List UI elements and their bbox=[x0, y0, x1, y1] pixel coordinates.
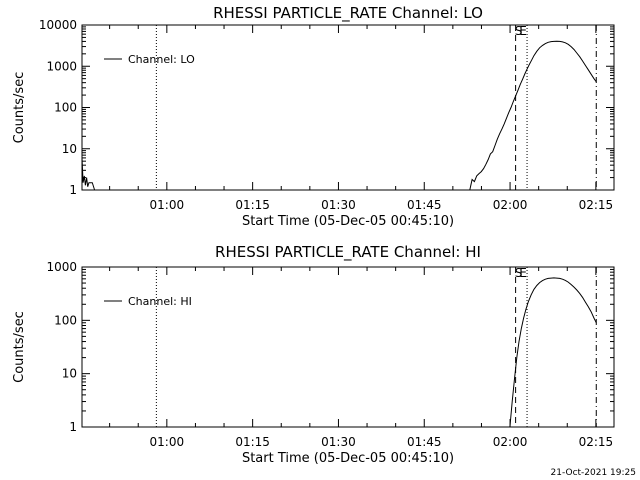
lo-series-line bbox=[469, 40, 597, 191]
hi-y-tick-label: 1000 bbox=[46, 260, 77, 274]
hi-panel bbox=[81, 266, 615, 428]
hi-x-tick-label: 01:45 bbox=[407, 435, 442, 449]
hi-x-tick-label: 01:30 bbox=[321, 435, 356, 449]
lo-marker-label-s: S bbox=[515, 24, 523, 38]
lo-legend-label: Channel: LO bbox=[128, 53, 195, 66]
lo-x-tick-label: 01:15 bbox=[235, 198, 270, 212]
hi-y-axis-label: Counts/sec bbox=[12, 311, 27, 383]
lo-marker-label-e: E bbox=[519, 24, 527, 38]
lo-x-tick-label: 01:30 bbox=[321, 198, 356, 212]
hi-chart-title: RHESSI PARTICLE_RATE Channel: HI bbox=[215, 243, 481, 262]
footer-timestamp: 21-Oct-2021 19:25 bbox=[551, 468, 636, 478]
lo-y-axis-label: Counts/sec bbox=[12, 72, 27, 144]
lo-x-tick-label: 02:00 bbox=[493, 198, 528, 212]
lo-plot-frame bbox=[81, 24, 615, 191]
lo-y-tick-label: 10 bbox=[62, 142, 77, 156]
hi-x-tick-label: 01:00 bbox=[150, 435, 185, 449]
hi-plot-frame bbox=[81, 266, 615, 428]
lo-panel bbox=[81, 24, 615, 191]
hi-y-tick-label: 100 bbox=[54, 313, 77, 327]
hi-x-tick-label: 01:15 bbox=[235, 435, 270, 449]
hi-x-tick-label: 02:15 bbox=[579, 435, 614, 449]
lo-y-tick-label: 100 bbox=[54, 101, 77, 115]
lo-y-tick-label: 10000 bbox=[39, 18, 77, 32]
hi-legend-label: Channel: HI bbox=[128, 295, 192, 308]
hi-marker-label-s: S bbox=[515, 266, 523, 280]
lo-series-line bbox=[81, 157, 96, 191]
hi-marker-label-e: E bbox=[519, 266, 527, 280]
hi-x-axis-label: Start Time (05-Dec-05 00:45:10) bbox=[242, 451, 454, 466]
hi-y-tick-label: 10 bbox=[62, 367, 77, 381]
lo-x-axis-label: Start Time (05-Dec-05 00:45:10) bbox=[242, 214, 454, 229]
hi-x-tick-label: 02:00 bbox=[493, 435, 528, 449]
hi-series-line bbox=[509, 277, 597, 428]
hi-y-tick-label: 1 bbox=[69, 420, 77, 434]
lo-y-tick-label: 1 bbox=[69, 183, 77, 197]
lo-y-tick-label: 1000 bbox=[46, 59, 77, 73]
lo-x-tick-label: 01:45 bbox=[407, 198, 442, 212]
lo-x-tick-label: 01:00 bbox=[150, 198, 185, 212]
lo-x-tick-label: 02:15 bbox=[579, 198, 614, 212]
lo-chart-title: RHESSI PARTICLE_RATE Channel: LO bbox=[213, 4, 483, 23]
